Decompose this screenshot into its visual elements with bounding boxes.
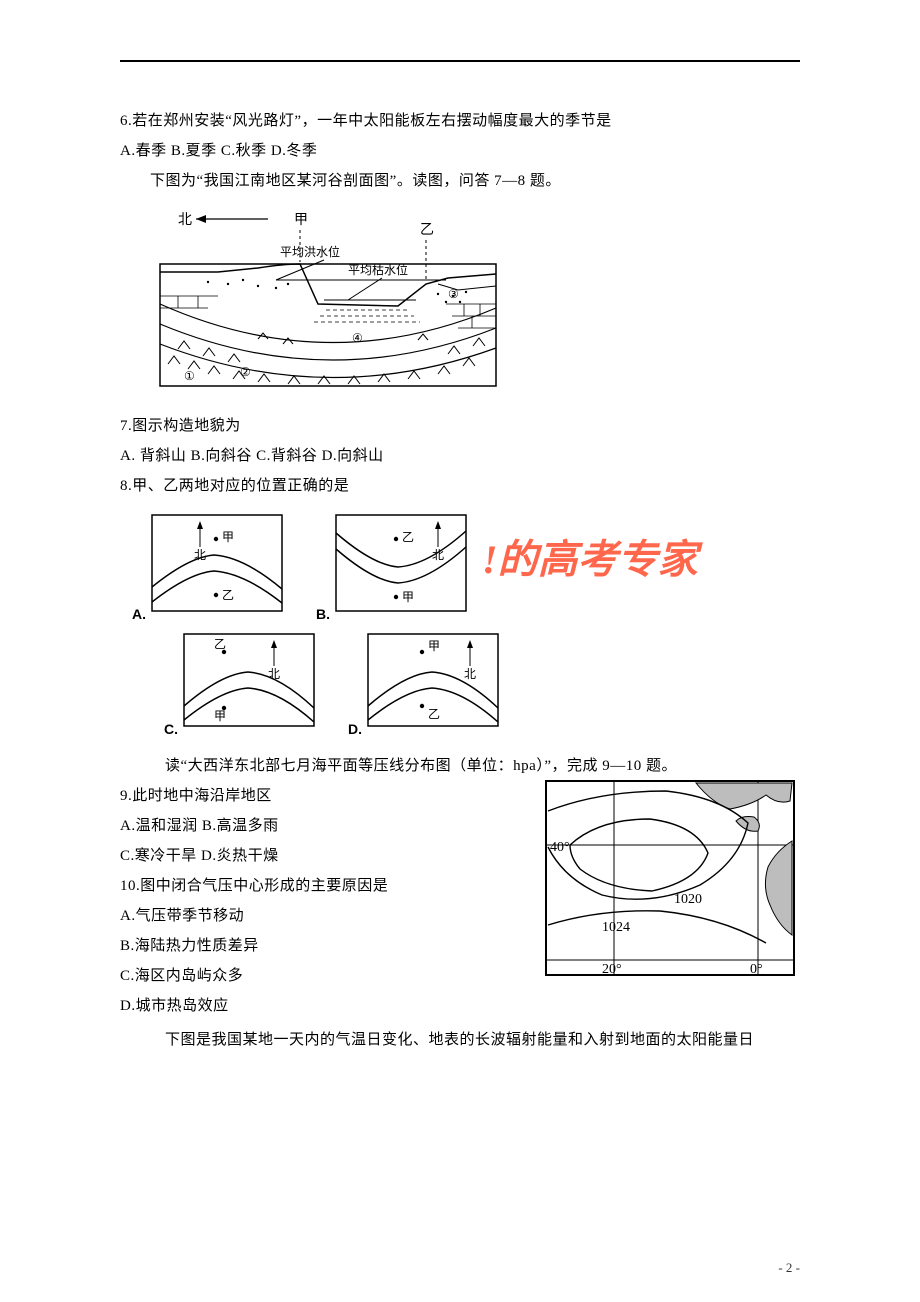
svg-text:甲: 甲	[428, 639, 440, 653]
option-d-letter: D.	[348, 721, 362, 737]
q7-options: A. 背斜山 B.向斜谷 C.背斜谷 D.向斜山	[120, 441, 800, 471]
q10-option-b: B.海陆热力性质差异	[120, 931, 526, 961]
svg-text:北: 北	[268, 667, 280, 681]
svg-text:北: 北	[194, 548, 206, 562]
q10-option-c: C.海区内岛屿众多	[120, 961, 526, 991]
q6-stem: 6.若在郑州安装“风光路灯”，一年中太阳能板左右摆动幅度最大的季节是	[120, 106, 800, 136]
q9-options-cd: C.寒冷干旱 D.炎热干燥	[120, 841, 526, 871]
jia-label: 甲	[294, 213, 308, 228]
svg-text:1024: 1024	[602, 920, 630, 935]
option-a-letter: A.	[132, 606, 146, 622]
watermark-text: !的高考专家	[482, 527, 698, 585]
dry-label: 平均枯水位	[348, 262, 408, 277]
q10-option-a: A.气压带季节移动	[120, 901, 526, 931]
q10-option-d: D.城市热岛效应	[120, 991, 526, 1021]
svg-text:甲: 甲	[214, 709, 226, 723]
q8-stem: 8.甲、乙两地对应的位置正确的是	[120, 471, 800, 501]
yi-label: 乙	[420, 222, 434, 238]
option-b-figure: B. 北 乙 甲	[318, 507, 478, 624]
svg-text:北: 北	[464, 667, 476, 681]
svg-text:甲: 甲	[222, 530, 234, 544]
north-label: 北	[178, 212, 192, 228]
page-number: - 2 -	[778, 1260, 800, 1276]
svg-text:③: ③	[448, 287, 459, 301]
option-c-figure: C. 北 乙 甲	[166, 628, 326, 739]
q8-options-figure: A. 北 甲 乙 B. 北	[134, 507, 800, 739]
svg-text:④: ④	[352, 331, 363, 345]
svg-text:40°: 40°	[550, 840, 570, 855]
svg-text:北: 北	[432, 548, 444, 562]
intro-7-8: 下图为“我国江南地区某河谷剖面图”。读图，问答 7—8 题。	[120, 166, 800, 196]
svg-text:①: ①	[184, 369, 195, 383]
q10-stem: 10.图中闭合气压中心形成的主要原因是	[120, 871, 526, 901]
q7-stem: 7.图示构造地貌为	[120, 411, 800, 441]
svg-text:②: ②	[240, 365, 251, 379]
svg-text:0°: 0°	[750, 962, 763, 977]
svg-text:1020: 1020	[674, 892, 702, 907]
figure-atlantic-map: 40° 20° 0° 1020 1024	[540, 775, 800, 990]
svg-text:乙: 乙	[214, 637, 226, 651]
figure-river-valley: 北 甲 乙 平均洪水位 平均枯水位	[148, 204, 800, 399]
option-c-letter: C.	[164, 721, 178, 737]
flood-label: 平均洪水位	[280, 244, 340, 259]
intro-next: 下图是我国某地一天内的气温日变化、地表的长波辐射能量和入射到地面的太阳能量日	[120, 1025, 800, 1055]
svg-text:乙: 乙	[402, 530, 414, 544]
top-rule	[120, 60, 800, 62]
q9-stem: 9.此时地中海沿岸地区	[120, 781, 526, 811]
q9-options-ab: A.温和湿润 B.高温多雨	[120, 811, 526, 841]
option-d-figure: D. 北 甲 乙	[350, 628, 510, 739]
svg-text:20°: 20°	[602, 962, 622, 977]
svg-text:甲: 甲	[402, 590, 414, 604]
q6-options: A.春季 B.夏季 C.秋季 D.冬季	[120, 136, 800, 166]
option-b-letter: B.	[316, 606, 330, 622]
svg-text:乙: 乙	[428, 707, 440, 721]
svg-text:乙: 乙	[222, 588, 234, 602]
option-a-figure: A. 北 甲 乙	[134, 507, 294, 624]
